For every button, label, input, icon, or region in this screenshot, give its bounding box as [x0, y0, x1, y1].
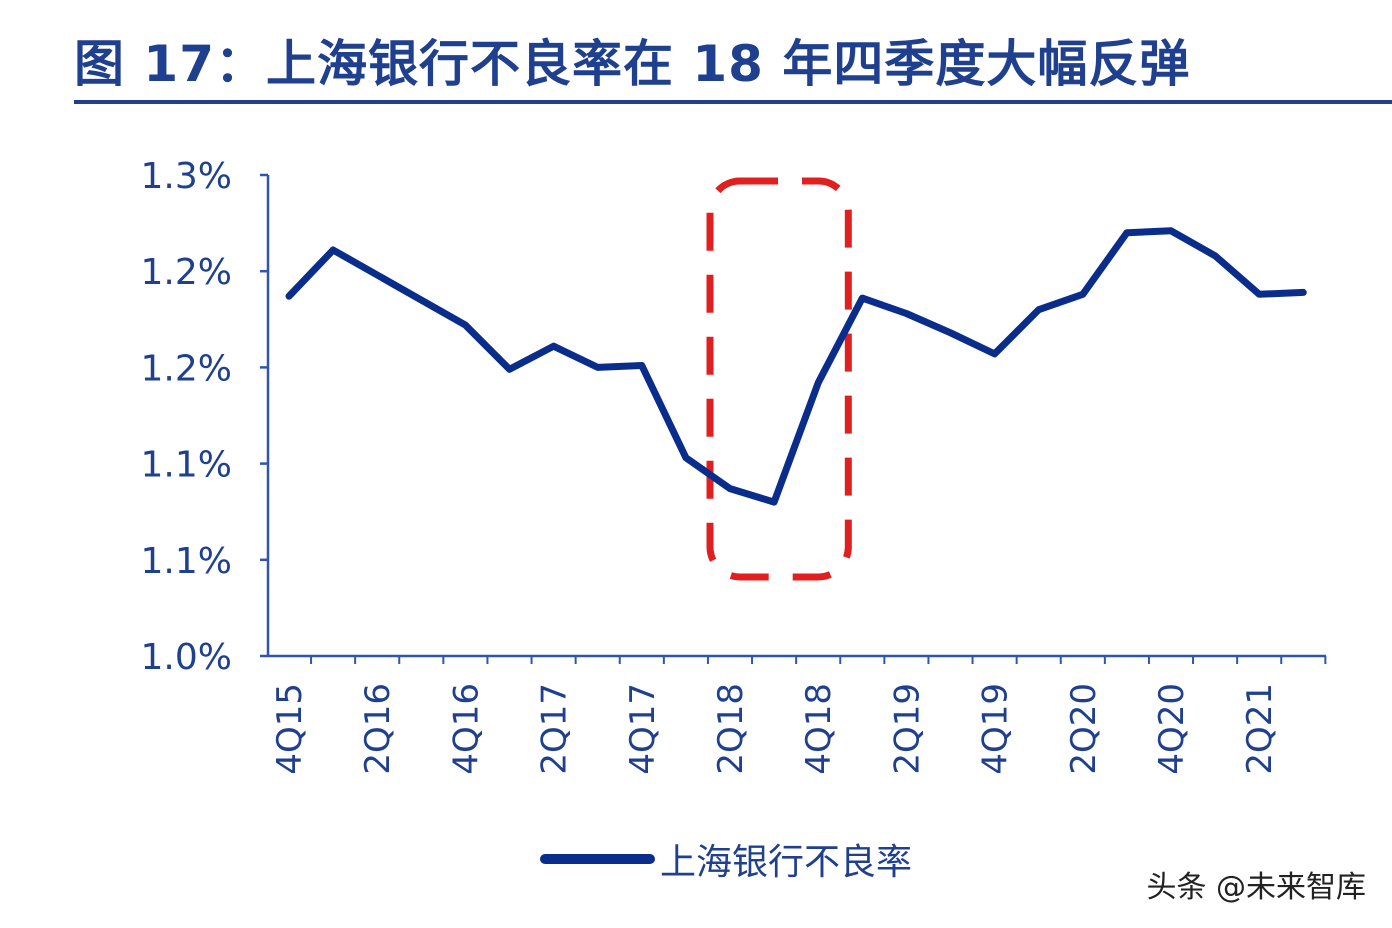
x-tick-label: 2Q21: [1240, 683, 1280, 775]
x-tick-label: 4Q18: [799, 683, 839, 775]
legend-label: 上海银行不良率: [660, 842, 912, 883]
x-tick-label: 2Q17: [535, 683, 575, 775]
axes: 1.0% 1.1% 1.1% 1.2% 1.2% 1.3% 4Q15 2Q16 4Q16 2Q17…: [141, 156, 1327, 775]
x-tick-label: 2Q20: [1064, 683, 1104, 775]
series-layer: [285, 227, 1307, 506]
chart-title: 图 17：上海银行不良率在 18 年四季度大幅反弹: [74, 35, 1191, 93]
x-tick-label: 4Q15: [270, 683, 310, 775]
y-tick-label: 1.2%: [141, 348, 232, 389]
legend: 上海银行不良率: [540, 842, 912, 883]
title-underline: [74, 100, 1392, 104]
watermark: 头条 @未来智库: [1146, 870, 1366, 905]
y-tick-label: 1.0%: [141, 637, 232, 678]
y-tick-label: 1.2%: [141, 252, 232, 293]
y-tick-label: 1.3%: [141, 156, 232, 197]
x-tick-label: 4Q16: [446, 683, 486, 775]
x-tick-label: 2Q18: [711, 683, 751, 775]
highlight-box: [706, 177, 852, 581]
y-tick-label: 1.1%: [141, 541, 232, 582]
y-tick-label: 1.1%: [141, 445, 232, 486]
x-tick-label: 4Q20: [1152, 683, 1192, 775]
x-tick-label: 4Q19: [976, 683, 1016, 775]
series-line: [285, 227, 1307, 506]
x-tick-label: 2Q16: [358, 683, 398, 775]
x-tick-label: 2Q19: [887, 683, 927, 775]
highlight-layer: [706, 177, 852, 581]
x-tick-label: 4Q17: [623, 683, 663, 775]
